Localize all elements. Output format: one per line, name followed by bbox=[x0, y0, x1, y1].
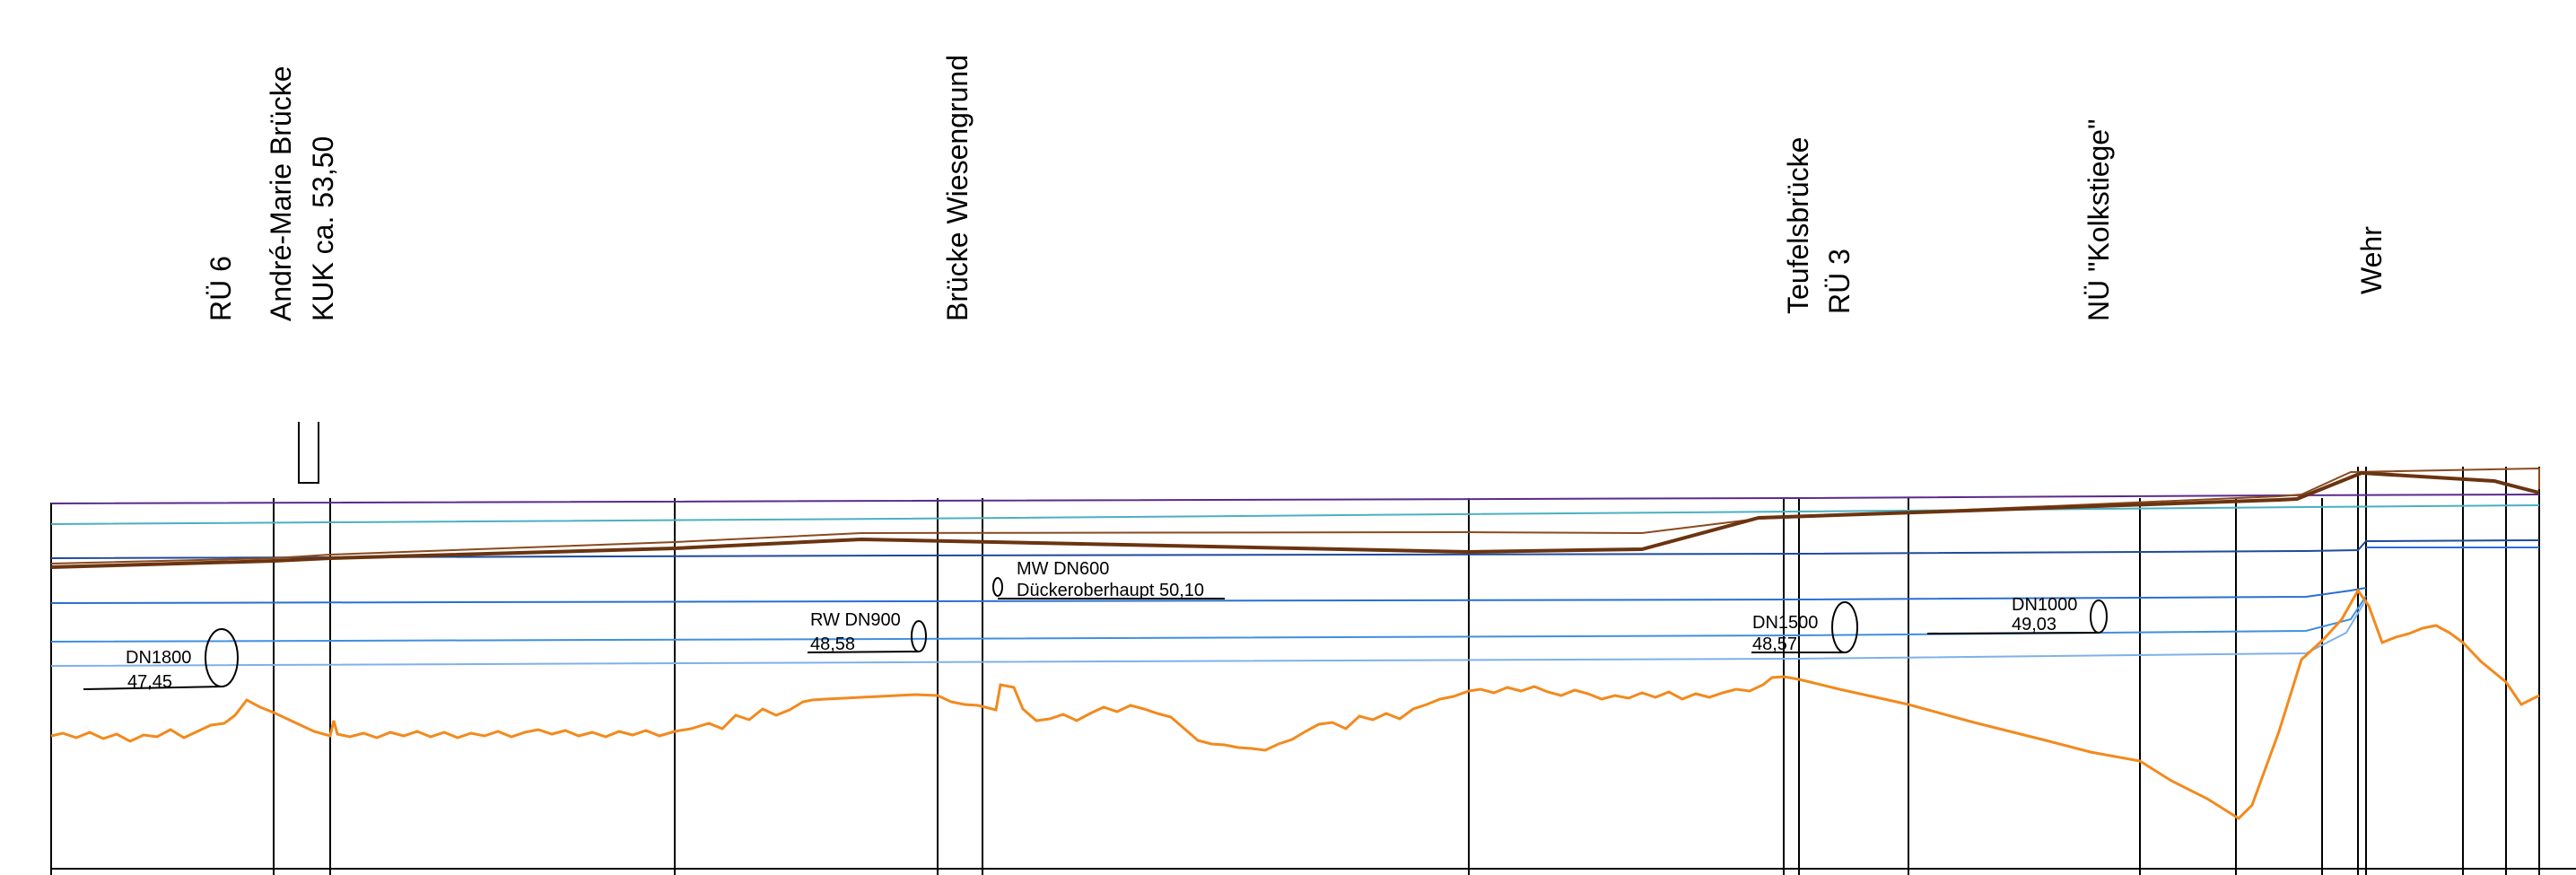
pipe-dn1000-level-line bbox=[1926, 632, 2100, 634]
pipe-rw-dn900-level: 48,58 bbox=[810, 634, 855, 654]
header-wehr: Wehr bbox=[2355, 226, 2388, 294]
pipe-dn1500: DN1500 48,57 bbox=[1751, 601, 1858, 654]
pipe-dn1000: DN1000 49,03 bbox=[1926, 595, 2108, 634]
header-kolkstiege: NÜ "Kolkstiege" bbox=[2083, 119, 2115, 321]
header-andre-marie-kuk: KUK ca. 53,50 bbox=[307, 136, 339, 321]
bridge-pier-symbol bbox=[298, 422, 319, 484]
pipe-dn1000-level: 49,03 bbox=[2012, 615, 2056, 634]
station-lines bbox=[50, 467, 2540, 875]
pipe-mw-dn600: MW DN600 Dückeroberhaupt 50,10 bbox=[992, 559, 1225, 600]
water-level-line-1 bbox=[50, 539, 2540, 559]
top-boundary-line bbox=[50, 494, 2540, 504]
pipe-dn1000-name: DN1000 bbox=[2012, 595, 2077, 615]
pipe-dn1500-level: 48,57 bbox=[1752, 634, 1797, 654]
pipe-dn1800-circle bbox=[205, 628, 239, 687]
pipe-dn1500-name: DN1500 bbox=[1752, 613, 1818, 633]
pipe-mw-dn600-circle bbox=[992, 577, 1003, 597]
header-andre-marie-name: André-Marie Brücke bbox=[265, 66, 297, 321]
header-teufelsbruecke: Teufelsbrücke bbox=[1782, 137, 1814, 314]
water-level-line-5 bbox=[50, 504, 2540, 525]
pipe-dn1800-level-line bbox=[83, 686, 223, 690]
pipe-mw-dn600-level: Dückeroberhaupt 50,10 bbox=[1017, 581, 1204, 600]
pipe-dn1500-circle bbox=[1831, 601, 1858, 653]
water-level-line-2 bbox=[50, 587, 2367, 604]
header-ru6: RÜ 6 bbox=[205, 256, 237, 321]
pipe-rw-dn900: RW DN900 48,58 bbox=[807, 610, 927, 654]
header-wiesengrund: Brücke Wiesengrund bbox=[941, 55, 974, 321]
pipe-dn1800-name: DN1800 bbox=[126, 648, 191, 668]
crest-line-thin bbox=[50, 467, 2540, 564]
water-level-line-4 bbox=[50, 599, 2367, 667]
ground-profile-line bbox=[50, 588, 2540, 820]
pipe-dn1800: DN1800 47,45 bbox=[83, 628, 239, 692]
header-ru3: RÜ 3 bbox=[1823, 249, 1856, 314]
crest-line-thick bbox=[50, 470, 2540, 569]
pipe-mw-dn600-name: MW DN600 bbox=[1017, 559, 1109, 579]
pipe-rw-dn900-circle bbox=[911, 620, 927, 652]
pipe-rw-dn900-name: RW DN900 bbox=[810, 610, 901, 630]
pipe-dn1000-circle bbox=[2090, 599, 2108, 634]
